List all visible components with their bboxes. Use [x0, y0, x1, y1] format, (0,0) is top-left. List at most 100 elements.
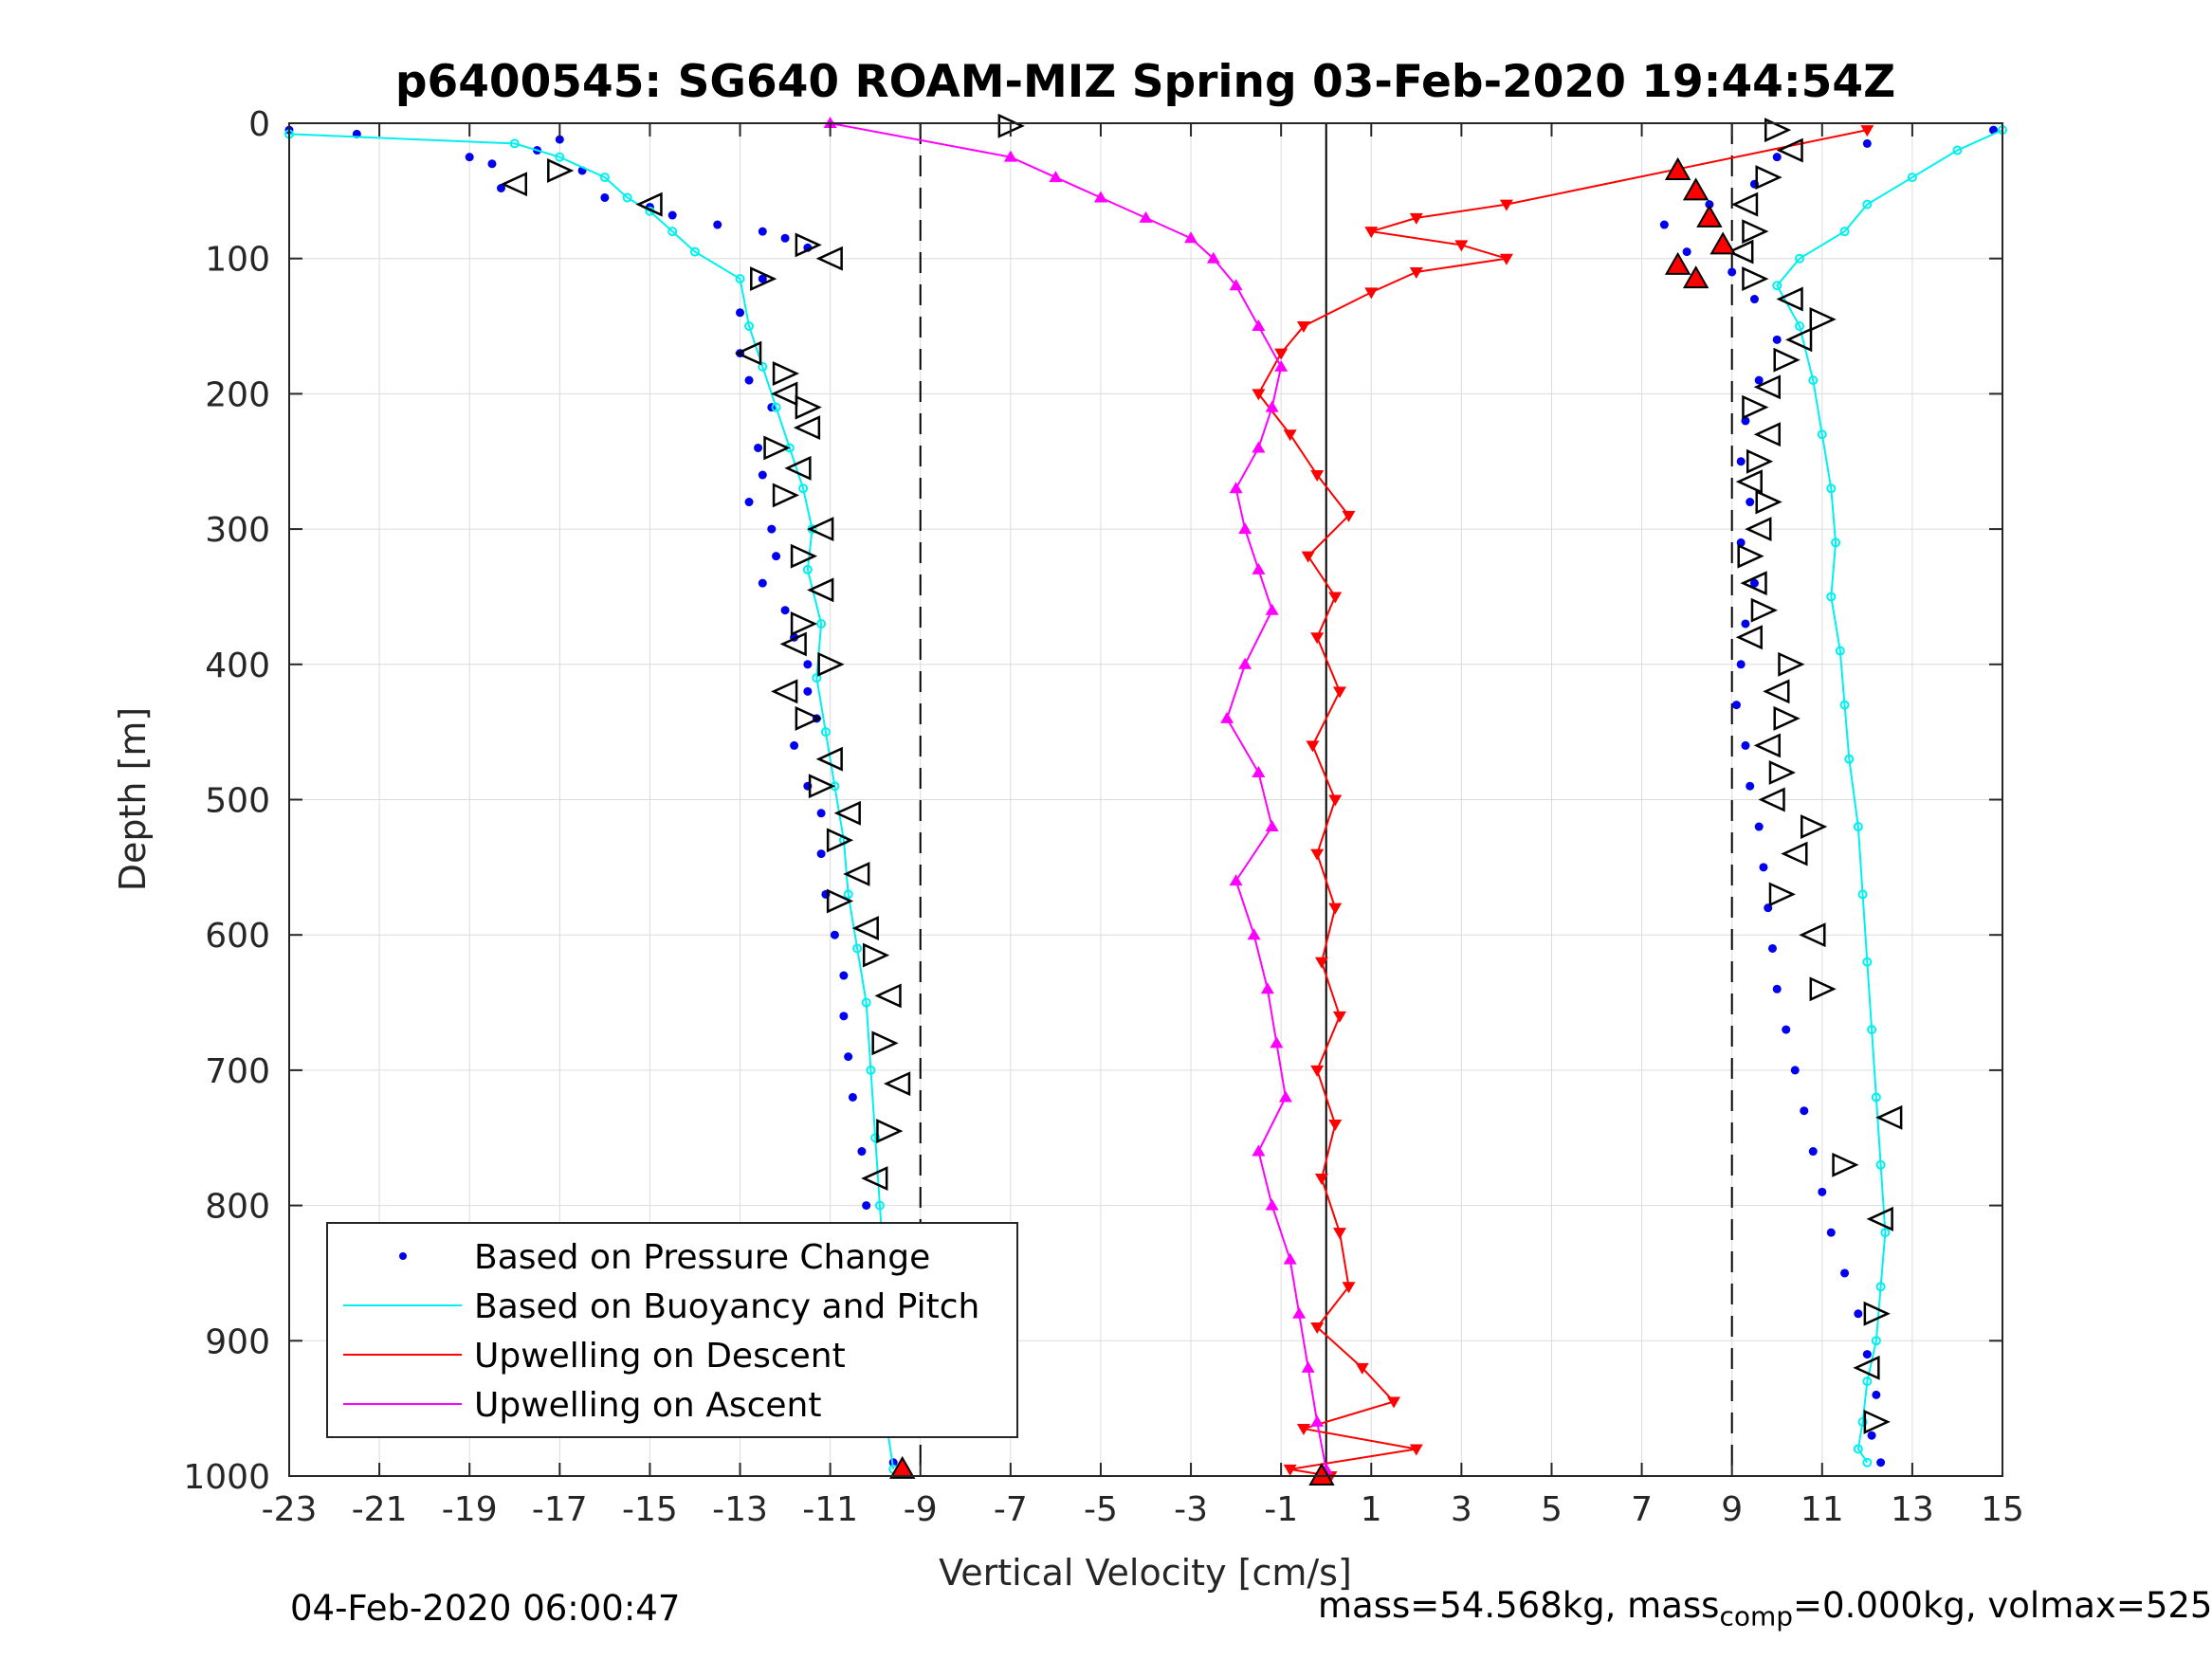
footer-timestamp: 04-Feb-2020 06:00:47: [290, 1588, 681, 1629]
data-point: [1252, 765, 1266, 777]
y-tick-label: 0: [248, 105, 270, 144]
data-point: [1260, 982, 1274, 994]
data-point: [1854, 1309, 1863, 1319]
turn-marker: [808, 774, 836, 799]
data-point: [1853, 822, 1863, 832]
x-tick-label: -19: [442, 1490, 498, 1529]
series-5: [823, 117, 1333, 1474]
turn-marker: [1764, 118, 1792, 143]
data-point: [758, 361, 768, 372]
data-point: [1252, 1144, 1266, 1157]
turn-marker: [1801, 814, 1828, 839]
footer-mass-suffix: =0.000kg, volmax=52588cc: [1793, 1585, 2212, 1626]
data-point: [1741, 740, 1750, 750]
turn-marker: [790, 543, 818, 569]
data-point: [1795, 321, 1805, 332]
data-point: [1229, 279, 1243, 291]
data-point: [1746, 498, 1755, 507]
data-point: [1252, 562, 1266, 574]
turn-marker: [1773, 347, 1801, 373]
data-point: [1862, 1350, 1872, 1359]
data-point: [1328, 902, 1343, 915]
data-point: [1220, 711, 1234, 723]
data-point: [1862, 199, 1873, 210]
data-point: [1857, 889, 1868, 900]
turn-marker: [807, 517, 834, 542]
data-point: [1454, 240, 1469, 252]
legend-label-pressure: Based on Pressure Change: [474, 1238, 930, 1277]
data-point: [1826, 592, 1837, 602]
x-tick-label: -9: [904, 1490, 938, 1529]
data-point: [1871, 1336, 1881, 1346]
markers-layer: [500, 113, 1903, 1486]
turn-marker: [1750, 597, 1778, 623]
turn-marker: [784, 455, 812, 481]
data-point: [1860, 125, 1874, 137]
data-point: [798, 483, 809, 494]
data-point: [689, 246, 700, 257]
data-point: [1364, 287, 1379, 300]
data-point: [735, 274, 745, 284]
x-tick-label: 15: [1981, 1490, 2024, 1529]
data-point: [1274, 359, 1289, 372]
data-point: [1310, 1065, 1325, 1077]
turn-marker: [772, 483, 800, 508]
data-point: [1772, 335, 1782, 344]
turn-marker: [862, 942, 890, 968]
x-tick-label: 11: [1801, 1490, 1844, 1529]
turn-marker: [1776, 286, 1803, 312]
footer-mass-sub: comp: [1719, 1600, 1794, 1632]
turn-marker: [817, 651, 845, 677]
data-point: [1746, 781, 1755, 791]
data-point: [1871, 1092, 1881, 1103]
turn-marker: [1832, 1152, 1859, 1177]
data-point: [1808, 375, 1819, 386]
red-triangle-marker: [888, 1455, 916, 1479]
data-point: [1314, 957, 1328, 969]
series-3: [1772, 125, 2007, 1468]
data-point: [1790, 1066, 1800, 1075]
turn-marker: [795, 232, 822, 258]
legend-box: [326, 1222, 1018, 1438]
data-point: [1875, 1282, 1886, 1292]
data-point: [1867, 1431, 1876, 1440]
data-point: [1772, 984, 1782, 994]
data-point: [1759, 863, 1768, 872]
x-tick-label: -3: [1174, 1490, 1208, 1529]
data-point: [816, 849, 826, 859]
x-tick-label: 13: [1891, 1490, 1934, 1529]
turn-marker: [851, 916, 879, 941]
x-axis-ticks: -23 -21 -19 -17 -15 -13 -11 -9 -7 -5 -3 -1 1 3 5 7 9 11 13…: [262, 123, 2024, 1529]
data-point: [1705, 200, 1714, 210]
red-triangle-marker: [1308, 1462, 1335, 1486]
turn-marker: [795, 705, 822, 731]
turn-marker: [772, 361, 800, 386]
data-point: [1880, 1228, 1891, 1238]
data-point: [812, 673, 822, 684]
x-tick-label: -21: [352, 1490, 408, 1529]
turn-marker: [1853, 1355, 1880, 1380]
data-point: [744, 375, 754, 385]
turn-marker: [1863, 1301, 1891, 1326]
turn-marker: [635, 191, 663, 217]
data-point: [758, 578, 767, 588]
data-point: [839, 1012, 849, 1021]
chart-title: p6400545: SG640 ROAM-MIZ Spring 03-Feb-2…: [395, 56, 1895, 108]
data-point: [772, 552, 781, 561]
data-point: [852, 943, 863, 954]
data-point: [1274, 348, 1289, 360]
legend-label-descent: Upwelling on Descent: [474, 1337, 846, 1376]
data-point: [1862, 957, 1873, 967]
data-point: [555, 135, 564, 144]
data-point: [736, 308, 745, 318]
data-point: [1499, 253, 1513, 265]
data-point: [830, 930, 839, 939]
turn-marker: [1755, 165, 1782, 191]
data-point: [1840, 1268, 1850, 1278]
turn-marker: [1776, 137, 1803, 163]
series-line: [1776, 129, 2003, 1464]
turn-marker: [1773, 705, 1801, 731]
turn-marker: [1778, 651, 1805, 677]
data-point: [713, 220, 722, 229]
